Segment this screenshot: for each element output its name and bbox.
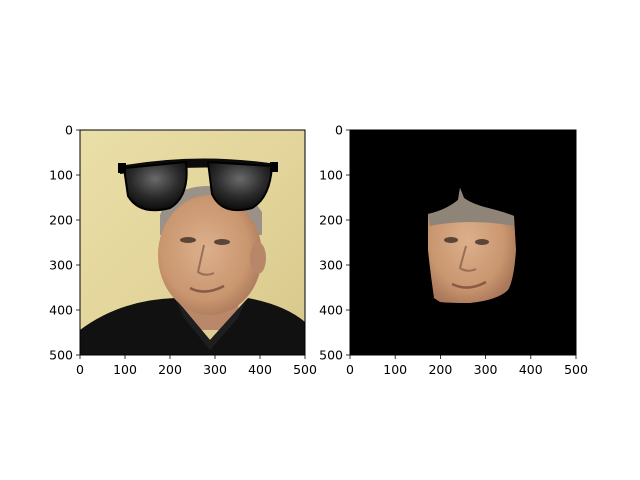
segmented-nose <box>458 245 477 272</box>
nose-shape <box>196 244 215 276</box>
left-y-tick-label: 100 <box>49 168 73 183</box>
right-y-tick-label: 100 <box>319 168 343 183</box>
eye-right <box>214 239 230 245</box>
segmented-eye-right <box>475 239 489 245</box>
right-y-tick-label: 0 <box>335 123 343 138</box>
eye-left <box>180 237 196 243</box>
left-x-ticks: 0 100 200 300 400 500 <box>76 355 317 377</box>
left-y-tick-label: 400 <box>49 303 73 318</box>
right-y-tick-label: 500 <box>319 348 343 363</box>
right-x-tick-label: 100 <box>383 362 407 377</box>
segmented-eye-left <box>444 237 458 243</box>
right-axes-frame <box>349 129 577 356</box>
left-x-tick-label: 200 <box>158 362 182 377</box>
face-shape <box>158 195 262 315</box>
left-y-tick-label: 300 <box>49 258 73 273</box>
sunglasses-lens-left <box>122 160 188 212</box>
segmented-hair <box>428 188 514 226</box>
right-y-ticks: 0 100 200 300 400 500 <box>319 123 350 363</box>
left-image-panel <box>80 130 305 355</box>
right-x-ticks: 0 100 200 300 400 500 <box>346 355 588 377</box>
right-y-tick-label: 400 <box>319 303 343 318</box>
sunglasses-bridge <box>120 158 276 174</box>
left-y-tick-label: 200 <box>49 213 73 228</box>
left-y-tick-label: 500 <box>49 348 73 363</box>
left-y-ticks: 0 100 200 300 400 500 <box>49 123 80 363</box>
right-x-tick-label: 400 <box>519 362 543 377</box>
ear-shape <box>250 242 266 274</box>
right-x-tick-label: 200 <box>428 362 452 377</box>
left-axes-frame <box>79 129 306 356</box>
mouth-shape <box>189 284 225 293</box>
sunglasses-hinge-left <box>118 163 126 173</box>
right-x-tick-label: 300 <box>474 362 498 377</box>
left-y-tick-label: 0 <box>65 123 73 138</box>
left-x-tick-label: 500 <box>293 362 317 377</box>
sunglasses-lens-right <box>206 160 274 212</box>
segmented-mouth <box>451 280 487 289</box>
left-x-tick-label: 300 <box>203 362 227 377</box>
right-image-panel <box>350 130 576 355</box>
left-x-tick-label: 400 <box>248 362 272 377</box>
right-y-tick-label: 300 <box>319 258 343 273</box>
right-x-tick-label: 0 <box>346 362 354 377</box>
shirt-collar <box>176 300 246 350</box>
right-x-tick-label: 500 <box>564 362 588 377</box>
sunglasses-hinge-right <box>270 162 278 172</box>
left-x-tick-label: 0 <box>76 362 84 377</box>
right-y-tick-label: 200 <box>319 213 343 228</box>
left-x-tick-label: 100 <box>113 362 137 377</box>
sunglasses-overlay <box>118 158 278 212</box>
